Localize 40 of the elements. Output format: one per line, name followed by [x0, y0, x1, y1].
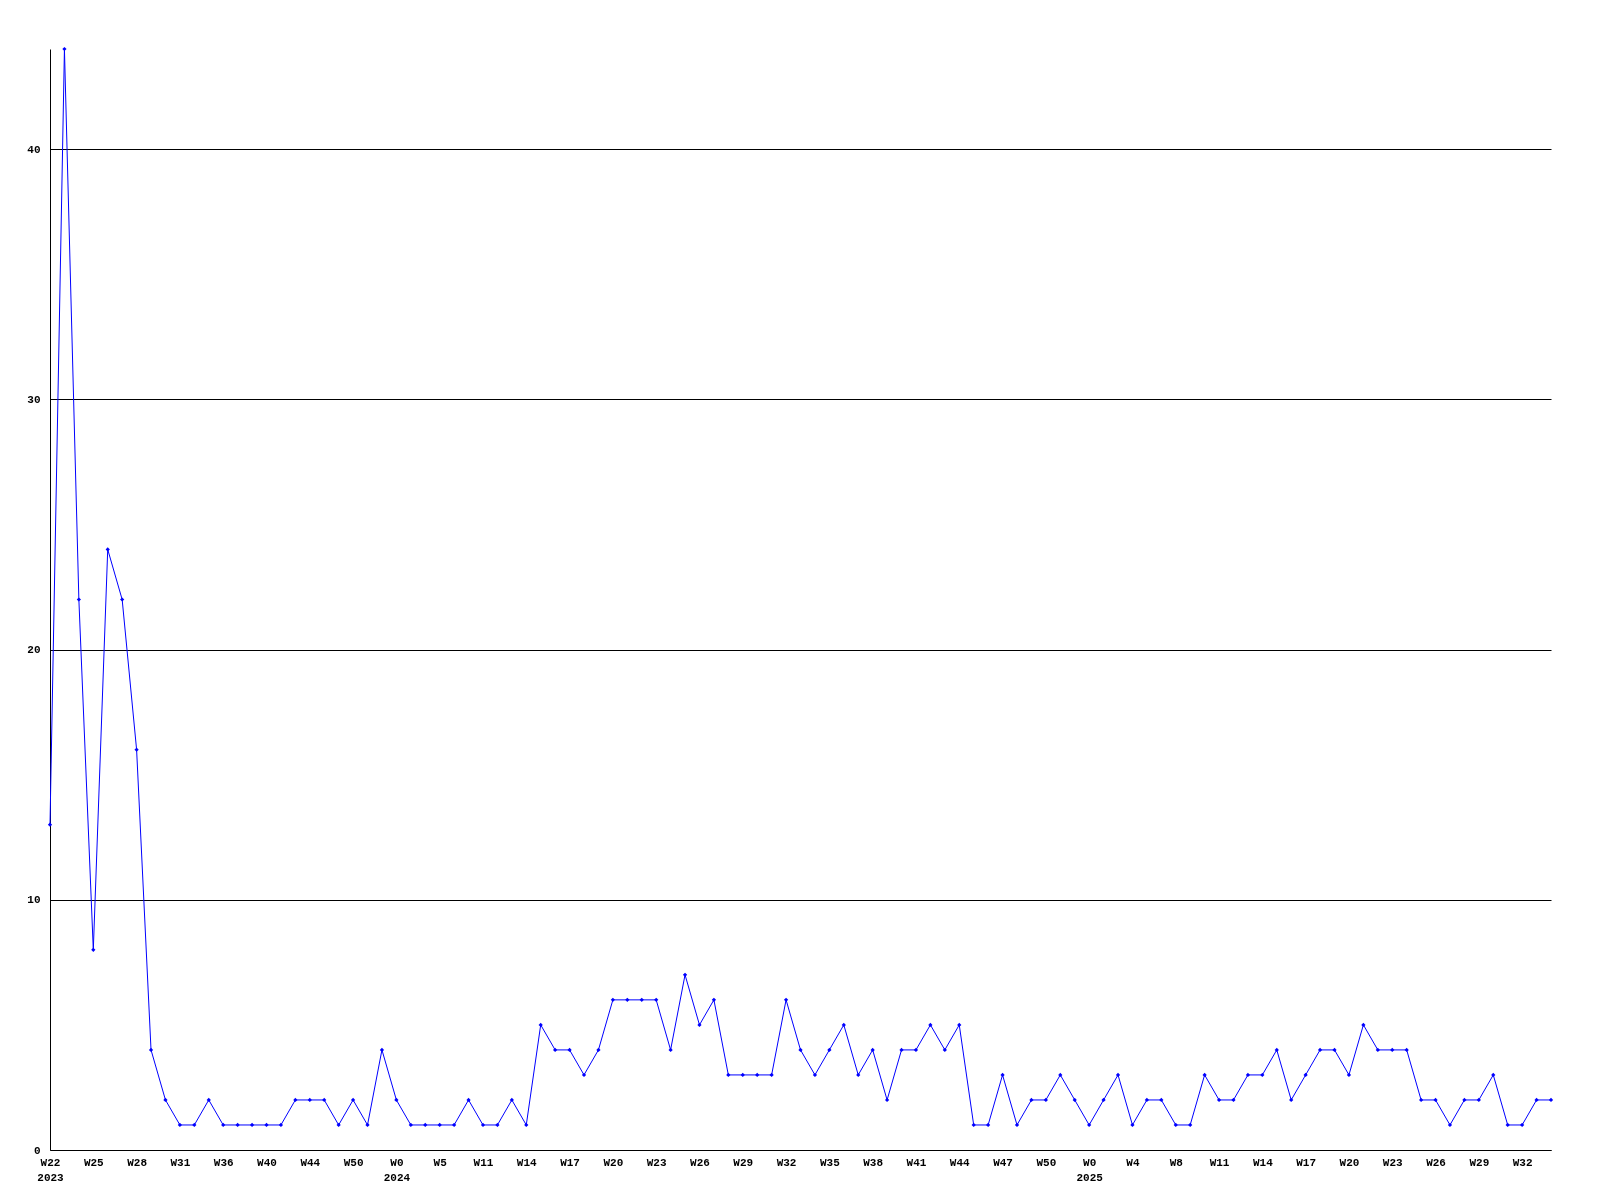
x-tick-label: W44 — [300, 1156, 321, 1169]
x-tick-label: W0 2025 — [1076, 1156, 1104, 1184]
x-tick-label: W36 — [213, 1156, 234, 1169]
x-tick-label: W28 — [127, 1156, 148, 1169]
x-tick-label: W41 — [906, 1156, 927, 1169]
x-tick-label: W35 — [819, 1156, 841, 1169]
x-tick-label: W31 — [170, 1156, 191, 1169]
x-tick-label: W32 — [776, 1156, 797, 1169]
x-tick-label: W38 — [863, 1156, 884, 1169]
x-tick-label: W40 — [257, 1156, 277, 1169]
x-tick-label: W17 — [560, 1156, 580, 1169]
x-tick-label: W25 — [83, 1156, 105, 1169]
x-tick-label: W50 — [1036, 1156, 1057, 1169]
x-tick-label: W14 — [1252, 1156, 1274, 1169]
y-tick-label: 40 — [27, 143, 41, 156]
y-tick-label: 10 — [27, 894, 41, 907]
y-tick-label: 0 — [33, 1144, 41, 1157]
x-tick-label: W22 2023 — [37, 1156, 65, 1184]
x-tick-label: W50 — [343, 1156, 364, 1169]
x-tick-label: W26 — [1426, 1156, 1446, 1169]
x-tick-label: W17 — [1296, 1156, 1317, 1169]
x-tick-label: W23 — [1382, 1156, 1404, 1169]
x-tick-label: W20 — [1339, 1156, 1360, 1169]
x-tick-label: W32 — [1512, 1156, 1533, 1169]
x-tick-label: W20 — [603, 1156, 624, 1169]
x-tick-label: W29 — [733, 1156, 754, 1169]
x-tick-label: W4 — [1126, 1156, 1140, 1169]
x-tick-label: W29 — [1469, 1156, 1490, 1169]
x-tick-label: W5 — [433, 1156, 448, 1169]
x-tick-label: W26 — [690, 1156, 710, 1169]
x-tick-label: W11 — [1209, 1156, 1230, 1169]
y-tick-label: 30 — [27, 393, 41, 406]
x-tick-label: W0 2024 — [383, 1156, 411, 1184]
x-tick-label: W11 — [473, 1156, 494, 1169]
x-tick-label: W47 — [993, 1156, 1013, 1169]
x-tick-label: W14 — [516, 1156, 538, 1169]
x-tick-label: W8 — [1169, 1156, 1184, 1169]
y-tick-label: 20 — [27, 644, 41, 657]
x-tick-label: W44 — [949, 1156, 971, 1169]
x-tick-label: W23 — [646, 1156, 667, 1169]
